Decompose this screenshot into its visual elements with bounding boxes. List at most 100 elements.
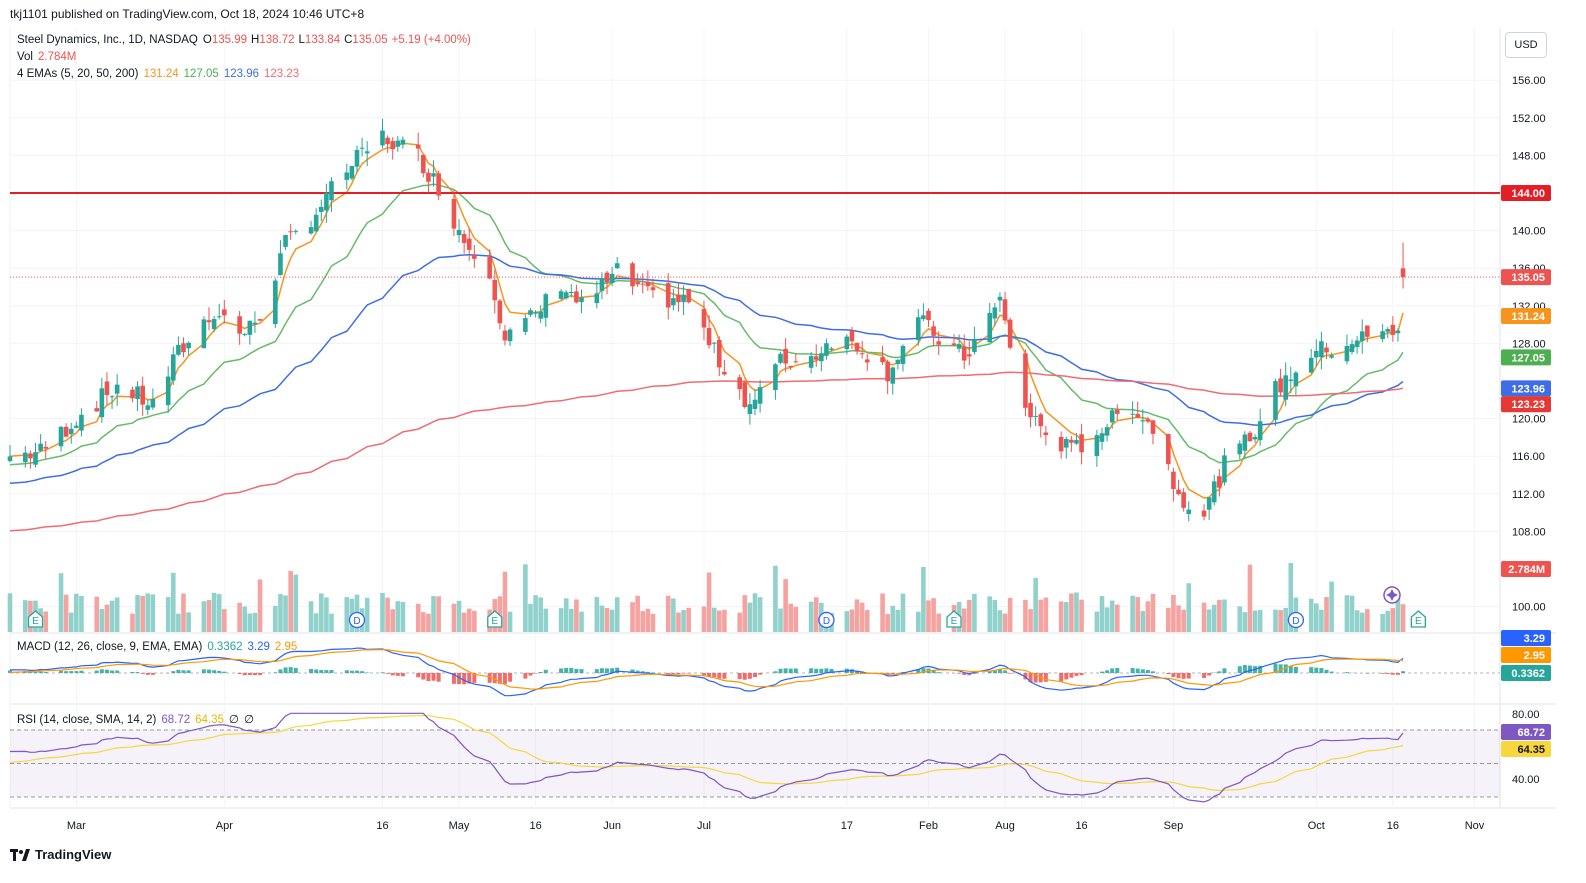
candle-body (523, 318, 528, 332)
macd-hist-bar (212, 670, 217, 673)
candle-body (783, 348, 788, 364)
candle-body (176, 344, 181, 355)
candle-body (23, 452, 28, 463)
volume-bar (436, 596, 441, 632)
candle-body (635, 282, 640, 285)
currency-button[interactable]: USD (1505, 32, 1547, 58)
macd-hist-bar (217, 670, 222, 673)
macd-hist-bar (258, 673, 263, 676)
candle-body (461, 233, 467, 243)
ema20-line (9, 183, 1404, 466)
candle-body (533, 312, 538, 314)
indicator-panes (8, 647, 1500, 803)
x-tick-label: Nov (1465, 820, 1485, 832)
macd-hist-bar (1171, 673, 1176, 678)
dividend-marker (1287, 611, 1305, 629)
y-tick-label: 148.00 (1512, 150, 1546, 162)
volume-bar (844, 611, 850, 632)
candle-body (68, 428, 74, 435)
macd-hist-bar (1319, 668, 1324, 673)
volume-bar (1002, 613, 1008, 632)
candle-body (1278, 378, 1283, 393)
volume-bar (880, 593, 885, 632)
volume-bar (247, 613, 253, 632)
candle-body (1247, 432, 1253, 442)
macd-hist-bar (543, 669, 548, 673)
volume-bar (1349, 595, 1355, 632)
macd-hist-bar (130, 671, 135, 673)
volume-bar (472, 610, 477, 632)
candle-body (915, 317, 921, 341)
volume-bar (1114, 604, 1120, 632)
candle-body (99, 388, 105, 418)
volume-bar (466, 608, 472, 632)
candle-body (864, 359, 870, 363)
candle-body (921, 315, 926, 320)
candle-body (380, 130, 385, 146)
candle-body (308, 227, 314, 234)
macd-hist-bar (222, 671, 227, 673)
macd-hist-bar (1110, 668, 1115, 673)
macd-hist-bar (1059, 673, 1064, 682)
volume-bar (645, 608, 651, 632)
volume-bar (533, 595, 538, 632)
volume-bar (324, 597, 329, 632)
candle-body (1308, 357, 1314, 373)
candle-body (931, 326, 936, 336)
rsi-line (9, 712, 1404, 803)
macd-hist-bar (354, 670, 359, 673)
dividend-marker (348, 611, 366, 629)
volume-bar (216, 594, 222, 632)
macd-hist-bar (1105, 670, 1110, 673)
candle-body (1099, 433, 1105, 442)
symbol-title[interactable]: Steel Dynamics, Inc., 1D, NASDAQ (17, 34, 198, 46)
macd-hist-bar (497, 673, 502, 684)
volume-bar (1242, 612, 1248, 632)
volume-bar (99, 608, 105, 632)
macd-hist-bar (1176, 673, 1181, 679)
candle-body (1380, 331, 1385, 339)
macd-hist-bar (104, 669, 109, 673)
candle-body (1283, 375, 1288, 400)
candle-body (43, 446, 49, 449)
volume-bar (543, 608, 549, 632)
volume-bar (1329, 581, 1334, 632)
volume-bar (885, 613, 890, 632)
candle-body (283, 235, 288, 247)
macd-hist-bar (319, 669, 324, 673)
volume-bar (237, 602, 242, 632)
volume-bar (1201, 602, 1207, 632)
macd-hist-bar (957, 673, 962, 674)
volume-bar (150, 594, 156, 632)
volume-bar (1094, 611, 1100, 632)
macd-hist-bar (467, 673, 472, 684)
tradingview-logo[interactable]: TradingView (10, 847, 111, 862)
candle-body (992, 307, 998, 319)
volume-bar (104, 604, 110, 632)
macd-hist-bar (701, 673, 706, 676)
volume-bar (921, 566, 926, 632)
macd-hist-bar (451, 673, 456, 684)
macd-hist-bar (574, 668, 579, 673)
macd-hist-bar (1309, 667, 1314, 673)
volume-bar (594, 596, 600, 632)
macd-hist-bar (94, 670, 99, 673)
volume-bar (915, 611, 921, 632)
x-tick-label: 16 (1387, 820, 1399, 832)
candle-body (329, 181, 334, 201)
volume-bar (293, 574, 299, 632)
candle-body (824, 343, 829, 356)
macd-hist-bar (742, 673, 747, 680)
candle-body (711, 342, 717, 344)
candle-body (1007, 319, 1013, 348)
candle-body (543, 294, 549, 318)
macd-hist-bar (538, 672, 543, 673)
volume-bar (1390, 608, 1396, 632)
macd-hist-bar (640, 671, 645, 673)
macd-hist-bar (171, 671, 176, 673)
sparkle-star-icon (1386, 589, 1398, 601)
candle-body (349, 166, 355, 179)
volume-bar (640, 611, 646, 632)
